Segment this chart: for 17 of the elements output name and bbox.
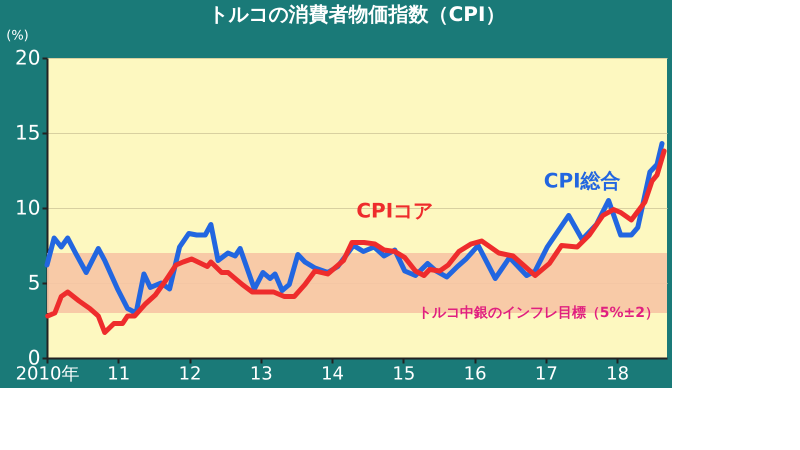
y-tick-label: 15 [15, 120, 40, 144]
x-tick-label: 17 [534, 364, 558, 384]
y-tick-label: 10 [15, 196, 40, 220]
x-tick-label: 15 [392, 364, 416, 384]
x-tick-label: 18 [606, 364, 630, 384]
band-label: トルコ中銀のインフレ目標（5%±2） [418, 305, 659, 321]
x-tick-label: 12 [178, 364, 202, 384]
y-tick-label: 5 [28, 270, 40, 294]
x-tick-label: 16 [464, 364, 487, 384]
y-axis-title: (%) [6, 28, 29, 44]
x-tick-label: 11 [107, 364, 130, 384]
y-tick-label: 20 [15, 46, 40, 70]
series-label: CPIコア [356, 198, 434, 222]
x-tick-label: 14 [321, 364, 344, 384]
x-tick-label: 13 [250, 364, 273, 384]
chart-title: トルコの消費者物価指数（CPI） [208, 2, 506, 26]
series-label: CPI総合 [544, 168, 621, 192]
